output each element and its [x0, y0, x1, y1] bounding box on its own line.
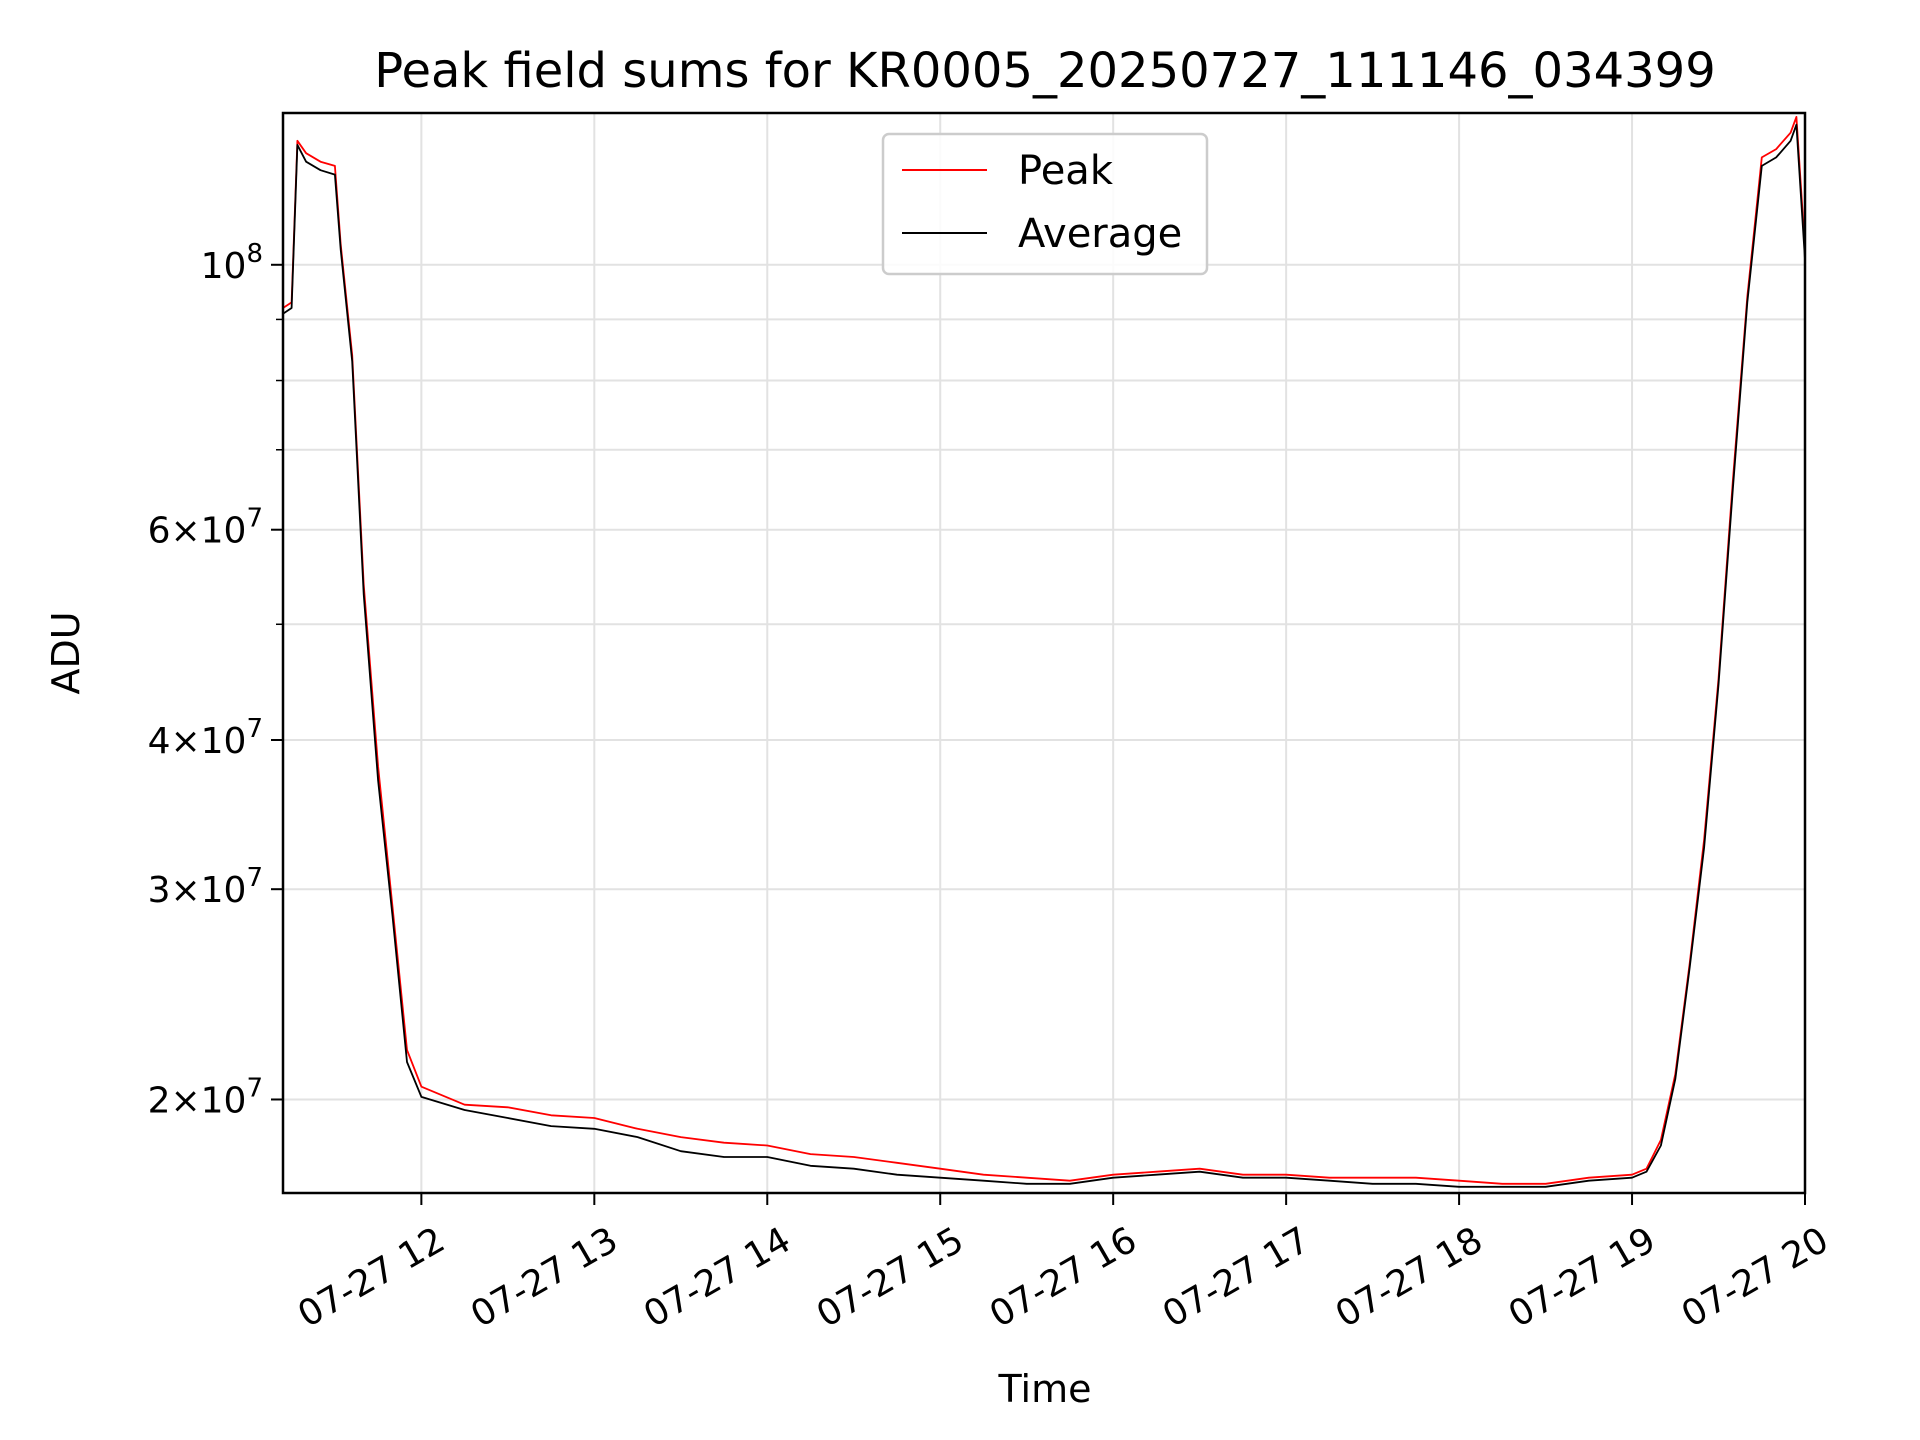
plot-frame [281, 111, 1807, 1195]
y-tick-label: 4×107 [148, 714, 263, 762]
y-axis-ticks: 2×107 3×107 4×107 6×107 108 [148, 239, 283, 1121]
y-tick-label: 3×107 [148, 863, 263, 911]
series-line-average [282, 123, 1806, 1188]
y-tick-label: 2×107 [148, 1073, 263, 1121]
series-layer [282, 116, 1806, 1188]
x-axis-label: Time [998, 1367, 1092, 1411]
y-tick-label: 6×107 [148, 504, 263, 552]
y-tick-label: 108 [201, 239, 263, 287]
legend: Peak Average [881, 132, 1209, 276]
y-axis-label: ADU [44, 611, 88, 694]
legend-label-average: Average [1018, 211, 1182, 257]
legend-label-peak: Peak [1018, 148, 1114, 194]
chart-title: Peak field sums for KR0005_20250727_1111… [374, 43, 1716, 99]
